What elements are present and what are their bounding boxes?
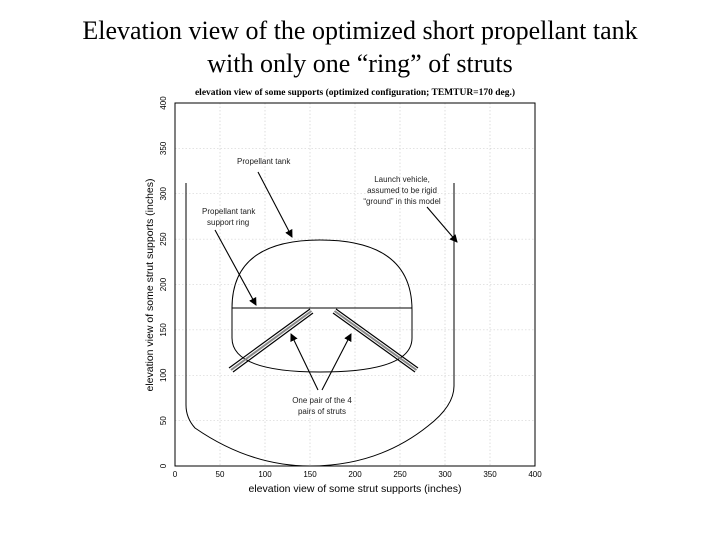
annotation-struts-line-1: One pair of the 4 <box>292 396 352 405</box>
slide-title: Elevation view of the optimized short pr… <box>0 14 720 80</box>
y-tick-labels: 0 50 100 150 200 250 300 350 400 <box>159 96 168 468</box>
x-tick-label: 300 <box>438 470 452 479</box>
slide-title-line-2: with only one “ring” of struts <box>207 49 513 78</box>
y-tick-label: 0 <box>159 463 168 468</box>
y-tick-label: 250 <box>159 232 168 246</box>
annotation-support-ring-line-2: support ring <box>207 218 249 227</box>
x-tick-label: 400 <box>528 470 542 479</box>
y-tick-label: 50 <box>159 416 168 425</box>
slide-title-line-1: Elevation view of the optimized short pr… <box>82 16 638 45</box>
annotation-launch-vehicle-line-2: assumed to be rigid <box>367 186 437 195</box>
annotation-propellant-tank: Propellant tank <box>237 157 291 166</box>
plot-frame <box>174 102 536 467</box>
y-tick-label: 150 <box>159 323 168 337</box>
annotation-support-ring-line-1: Propellant tank <box>202 207 256 216</box>
x-tick-label: 250 <box>393 470 407 479</box>
arrow-to-support-ring <box>214 229 257 306</box>
arrow-to-launch-vehicle <box>426 206 458 243</box>
grid-lines <box>175 103 535 466</box>
x-axis-label: elevation view of some strut supports (i… <box>248 483 461 495</box>
strut-left <box>228 308 314 373</box>
annotation-struts-line-2: pairs of struts <box>298 407 346 416</box>
annotation-launch-vehicle-line-3: “ground” in this model <box>363 197 441 206</box>
y-tick-label: 300 <box>159 187 168 201</box>
x-tick-label: 150 <box>303 470 317 479</box>
x-tick-label: 100 <box>258 470 272 479</box>
x-tick-label: 200 <box>348 470 362 479</box>
y-tick-label: 100 <box>159 368 168 382</box>
annotation-launch-vehicle-line-1: Launch vehicle, <box>374 175 430 184</box>
y-tick-label: 200 <box>159 277 168 291</box>
arrow-to-tank <box>257 171 293 238</box>
launch-vehicle-outline <box>185 183 455 467</box>
y-tick-label: 400 <box>159 96 168 110</box>
x-tick-label: 50 <box>216 470 225 479</box>
x-tick-labels: 0 50 100 150 200 250 300 350 400 <box>173 470 542 479</box>
x-tick-label: 350 <box>483 470 497 479</box>
x-tick-label: 0 <box>173 470 178 479</box>
arrow-to-right-strut <box>321 333 352 391</box>
y-axis-label: elevation view of some strut supports (i… <box>144 178 156 391</box>
y-tick-label: 350 <box>159 141 168 155</box>
propellant-tank-outline <box>231 239 413 373</box>
arrow-to-left-strut <box>290 333 319 391</box>
strut-right <box>332 308 419 373</box>
plot-title: elevation view of some supports (optimiz… <box>195 87 515 98</box>
